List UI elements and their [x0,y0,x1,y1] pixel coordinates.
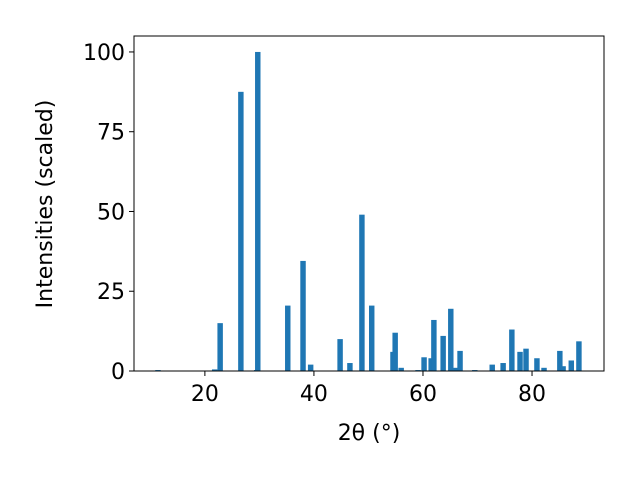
x-axis-label: 2θ (°) [338,421,401,446]
bar [523,348,529,371]
bar [448,308,454,371]
bar [347,363,353,371]
bar [457,350,463,371]
bar [217,323,223,371]
bar [238,91,244,371]
y-tick-label: 100 [83,41,125,66]
bar [421,357,427,371]
bar [337,339,343,371]
bar [255,51,261,371]
y-tick-label: 75 [97,121,125,146]
bar [557,350,563,371]
bar [285,305,291,371]
x-tick-label: 20 [191,382,219,407]
y-tick-label: 0 [111,360,125,385]
bar [534,358,540,371]
bar [300,260,306,371]
bar [398,367,404,371]
bar [500,363,506,371]
bar [568,360,575,371]
bar [431,319,437,371]
bar [541,367,547,371]
bar [307,364,314,371]
bar [440,335,446,371]
bar [576,341,582,371]
y-axis-label: Intensities (scaled) [33,100,58,309]
y-tick-label: 25 [97,280,125,305]
plot-frame [133,35,605,372]
bar [560,366,566,371]
x-tick-label: 80 [518,382,546,407]
x-tick-label: 40 [300,382,328,407]
bar [453,367,459,371]
bar [517,351,523,371]
y-tick-label: 50 [97,200,125,225]
bar [392,332,398,371]
bar [211,369,218,371]
bar [509,329,515,371]
bar [359,214,365,371]
bar [489,364,495,371]
bar [369,305,375,371]
x-tick-label: 60 [409,382,437,407]
